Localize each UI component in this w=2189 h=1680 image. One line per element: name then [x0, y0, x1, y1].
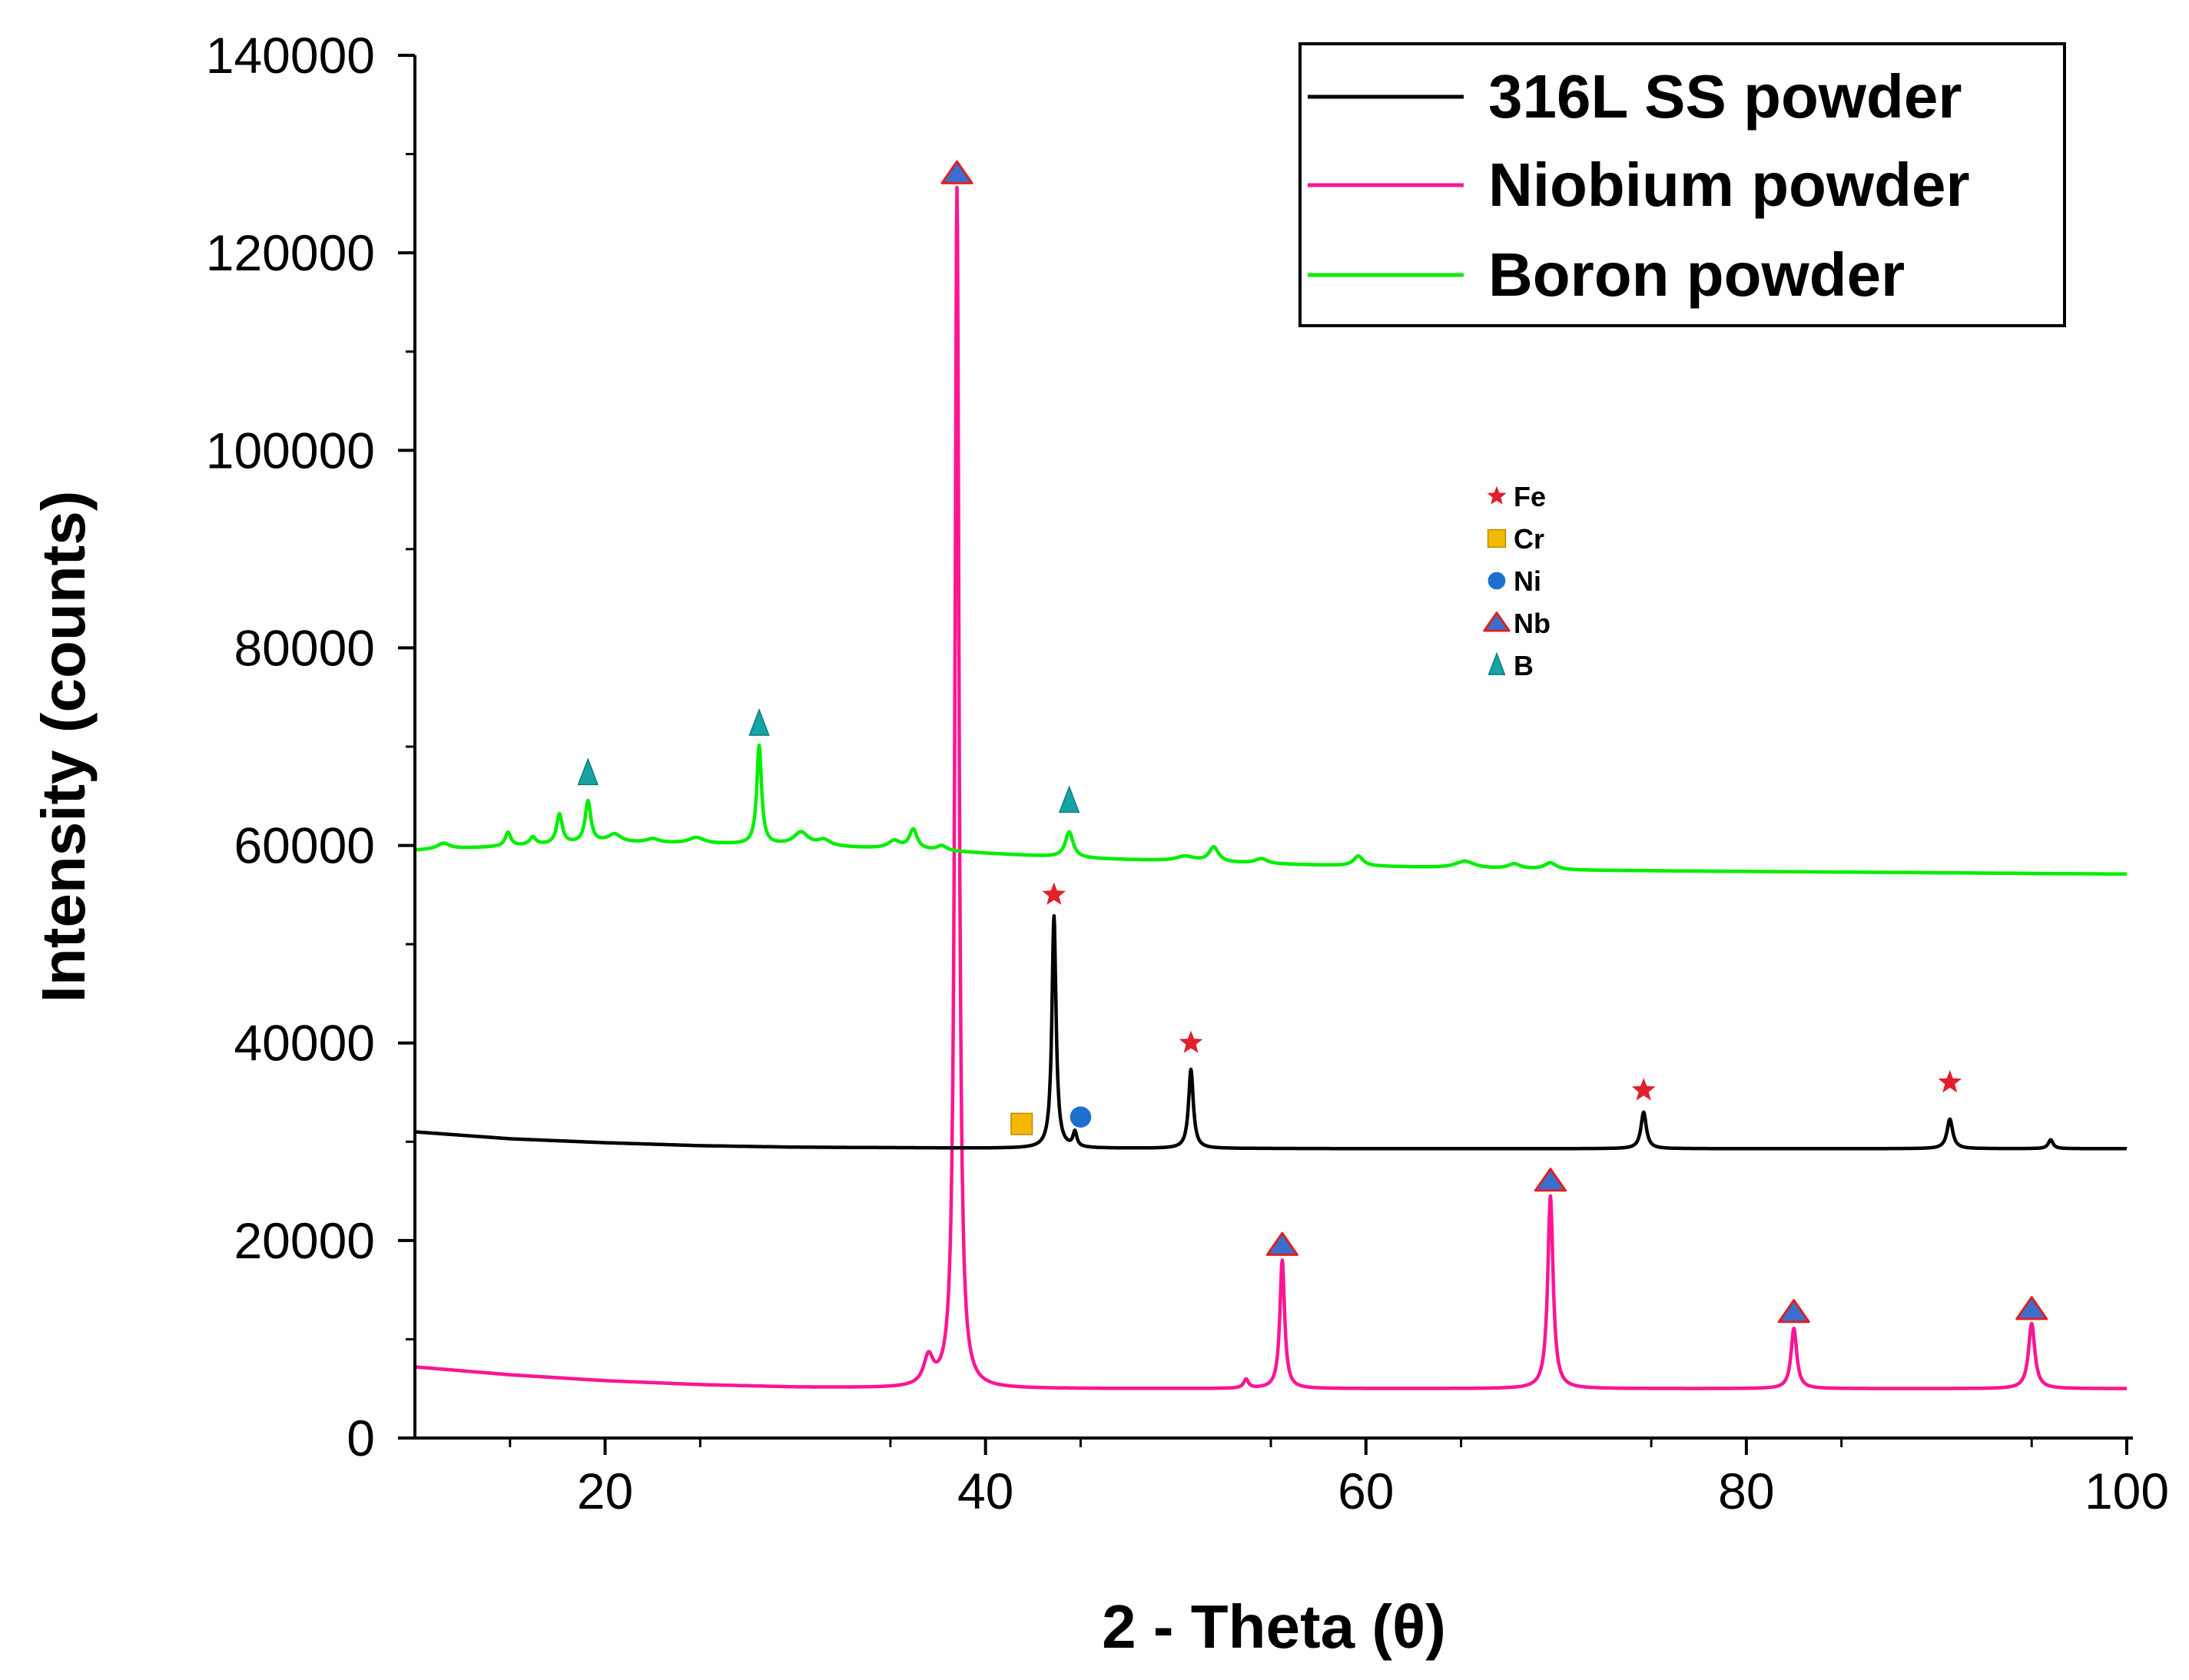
key-label-ni: Ni	[1514, 565, 1541, 597]
peak-marker-layer	[577, 160, 2048, 1324]
peak-marker-b	[1058, 785, 1080, 813]
peak-marker-fe	[1042, 882, 1066, 905]
y-axis-title: Intensity (counts)	[29, 491, 98, 1003]
peak-marker-fe	[1179, 1030, 1203, 1053]
legend-label-boron: Boron powder	[1488, 240, 1905, 309]
y-tick-label: 80000	[234, 619, 375, 676]
y-tick-label: 60000	[234, 817, 375, 874]
peak-marker-nb	[1777, 1299, 1810, 1324]
x-tick-label: 60	[1338, 1463, 1394, 1519]
key-symbol-fe	[1487, 485, 1507, 505]
y-tick-label: 20000	[234, 1212, 375, 1269]
key-label-fe: Fe	[1514, 481, 1546, 512]
peak-marker-b	[748, 707, 770, 736]
y-ticks: 0 20000 40000 60000 80000 100000 120000 140000	[206, 27, 415, 1466]
key-symbol-nb	[1483, 611, 1511, 632]
peak-marker-nb	[1534, 1168, 1567, 1192]
peak-marker-nb	[940, 160, 973, 184]
boron-powder-line	[413, 743, 2128, 876]
peak-marker-fe	[1631, 1078, 1656, 1101]
key-label-nb: Nb	[1514, 608, 1551, 639]
key-symbol-b	[1488, 651, 1506, 675]
x-tick-label: 20	[577, 1463, 633, 1519]
y-tick-label: 140000	[206, 27, 375, 84]
phase-marker-key: Fe Cr Ni Nb B	[1483, 481, 1551, 681]
y-tick-label: 100000	[206, 422, 375, 479]
peak-marker-b	[577, 757, 599, 786]
peak-marker-nb	[2015, 1296, 2048, 1320]
key-label-b: B	[1514, 650, 1534, 681]
y-tick-label: 0	[347, 1410, 375, 1466]
peak-marker-fe	[1938, 1070, 1962, 1093]
peak-marker-ni	[1070, 1106, 1092, 1128]
legend: 316L SS powder Niobium powder Boron powd…	[1298, 42, 2066, 327]
x-tick-label: 80	[1718, 1463, 1774, 1519]
peak-marker-cr	[1010, 1112, 1033, 1135]
peak-marker-nb	[1265, 1231, 1298, 1256]
x-tick-label: 100	[2085, 1463, 2169, 1519]
x-ticks: 20 40 60 80 100	[509, 1438, 2169, 1519]
key-label-cr: Cr	[1514, 523, 1544, 555]
series-layer	[413, 185, 2128, 1390]
x-tick-label: 40	[957, 1463, 1013, 1519]
y-tick-label: 120000	[206, 224, 375, 281]
x-axis-title: 2 - Theta (θ)	[1102, 1592, 1446, 1661]
316l-ss-powder-line	[413, 914, 2128, 1151]
legend-label-niobium: Niobium powder	[1488, 151, 1970, 219]
key-symbol-cr	[1487, 529, 1507, 548]
key-symbol-ni	[1488, 572, 1506, 590]
legend-label-316l: 316L SS powder	[1488, 62, 1962, 131]
niobium-powder-line	[413, 185, 2128, 1390]
axes: 20 40 60 80 100 0 20000 40000 60000 80000 100000 1…	[206, 27, 2169, 1519]
y-tick-label: 40000	[234, 1015, 375, 1072]
